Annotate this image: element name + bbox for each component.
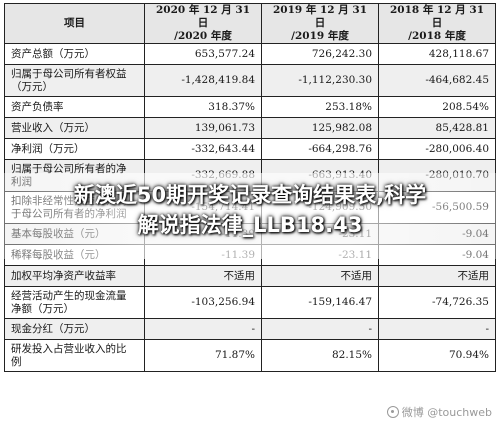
row-value-2020: 71.87%	[144, 339, 262, 372]
row-value-2018: 428,118.67	[378, 43, 496, 65]
row-value-2018: -74,726.35	[378, 286, 496, 319]
header-2018-text: 2018 年 12 月 31 日/2018 年度	[385, 4, 489, 43]
row-value-2018: 不适用	[378, 265, 496, 287]
row-value-2020: 不适用	[144, 265, 262, 287]
watermark: 微博 @touchweb	[386, 404, 492, 420]
header-line: 2018 年 12 月 31 日	[389, 4, 485, 29]
row-label-line: 例	[11, 355, 22, 368]
row-value-2020: -332,643.44	[144, 138, 262, 160]
table-row: 现金分红（万元） - - -	[4, 318, 496, 340]
row-value-2019: 253.18%	[261, 96, 379, 118]
header-line: /2019 年度	[291, 30, 349, 42]
table-row: 资产负债率 318.37% 253.18% 208.54%	[4, 96, 496, 118]
row-label: 归属于母公司所有者权益 （万元）	[4, 64, 145, 97]
row-value-2018: -280,006.40	[378, 138, 496, 160]
header-line: 2020 年 12 月 31 日	[155, 4, 251, 29]
row-value-2019: 不适用	[261, 265, 379, 287]
row-value-2018: -464,682.45	[378, 64, 496, 97]
row-label: 资产负债率	[4, 96, 145, 118]
row-value-2018: 208.54%	[378, 96, 496, 118]
row-label-line: 归属于母公司所有者权益	[11, 67, 127, 80]
overlay-title-line2: 解说指法律_LLB18.43	[137, 213, 363, 237]
row-label-line: 经营活动产生的现金流量	[11, 289, 127, 302]
row-label-line: 现金分红（万元）	[11, 322, 95, 335]
row-value-2020: 653,577.24	[144, 43, 262, 65]
header-2019: 2019 年 12 月 31 日/2019 年度	[261, 3, 379, 44]
row-value-2019: -	[261, 318, 379, 340]
header-line: /2018 年度	[408, 30, 466, 42]
row-value-2019: -664,298.76	[261, 138, 379, 160]
table-row: 经营活动产生的现金流量 净额（万元） -103,256.94 -159,146.47-…	[4, 286, 496, 319]
row-value-2019: 726,242.30	[261, 43, 379, 65]
row-label-line: 加权平均净资产收益率	[11, 269, 116, 282]
row-label-line: 归属于母公司所有者的净	[11, 162, 127, 175]
header-2020-text: 2020 年 12 月 31 日/2020 年度	[151, 4, 255, 43]
row-label-line: 资产负债率	[11, 100, 64, 113]
row-value-2020: -	[144, 318, 262, 340]
row-label-line: （万元）	[11, 80, 53, 93]
row-value-2019: -159,146.47	[261, 286, 379, 319]
row-value-2019: 82.15%	[261, 339, 379, 372]
row-value-2020: -1,428,419.84	[144, 64, 262, 97]
table-header-row: 项目 2020 年 12 月 31 日/2020 年度 2019 年 12 月 …	[4, 3, 496, 44]
table-row: 加权平均净资产收益率 不适用 不适用 不适用	[4, 265, 496, 287]
row-value-2020: 318.37%	[144, 96, 262, 118]
row-value-2018: 85,428.81	[378, 117, 496, 139]
weibo-icon	[386, 406, 399, 418]
header-2018: 2018 年 12 月 31 日/2018 年度	[378, 3, 496, 44]
row-label: 营业收入（万元）	[4, 117, 145, 139]
row-label: 资产总额（万元）	[4, 43, 145, 65]
watermark-text: 微博 @touchweb	[401, 406, 492, 419]
row-value-2018: -	[378, 318, 496, 340]
row-label-line: 净利润（万元）	[11, 142, 85, 155]
header-line: /2020 年度	[174, 30, 232, 42]
row-label-line: 资产总额（万元）	[11, 47, 95, 60]
row-value-2018: 70.94%	[378, 339, 496, 372]
row-label: 现金分红（万元）	[4, 318, 145, 340]
row-value-2020: 139,061.73	[144, 117, 262, 139]
table-row: 资产总额（万元） 653,577.24 726,242.30 428,118.67	[4, 43, 496, 65]
header-item: 项目	[4, 3, 145, 44]
table-row: 归属于母公司所有者权益 （万元） -1,428,419.84 -1,112,230.3…	[4, 64, 496, 97]
table-row: 营业收入（万元） 139,061.73 125,982.08 85,428.81	[4, 117, 496, 139]
row-label-line: 净额（万元）	[11, 302, 74, 315]
row-label: 研发投入占营业收入的比例	[4, 339, 145, 372]
title-banner-band	[0, 173, 500, 259]
table-row: 净利润（万元） -332,643.44 -664,298.76 -280,006.40	[4, 138, 496, 160]
overlay-title: 新澳近50期开奖记录查询结果表,科学 解说指法律_LLB18.43	[0, 180, 500, 240]
header-2019-text: 2019 年 12 月 31 日/2019 年度	[268, 4, 372, 43]
row-value-2019: 125,982.08	[261, 117, 379, 139]
row-label: 加权平均净资产收益率	[4, 265, 145, 287]
row-label: 经营活动产生的现金流量 净额（万元）	[4, 286, 145, 319]
overlay-title-line1: 新澳近50期开奖记录查询结果表,科学	[73, 183, 427, 207]
header-line: 2019 年 12 月 31 日	[272, 4, 368, 29]
row-value-2020: -103,256.94	[144, 286, 262, 319]
row-label-line: 营业收入（万元）	[11, 121, 95, 134]
row-label-line: 研发投入占营业收入的比	[11, 342, 127, 355]
table-row: 研发投入占营业收入的比例 71.87% 82.15% 70.94%	[4, 339, 496, 372]
row-value-2019: -1,112,230.30	[261, 64, 379, 97]
header-2020: 2020 年 12 月 31 日/2020 年度	[144, 3, 262, 44]
row-label: 净利润（万元）	[4, 138, 145, 160]
